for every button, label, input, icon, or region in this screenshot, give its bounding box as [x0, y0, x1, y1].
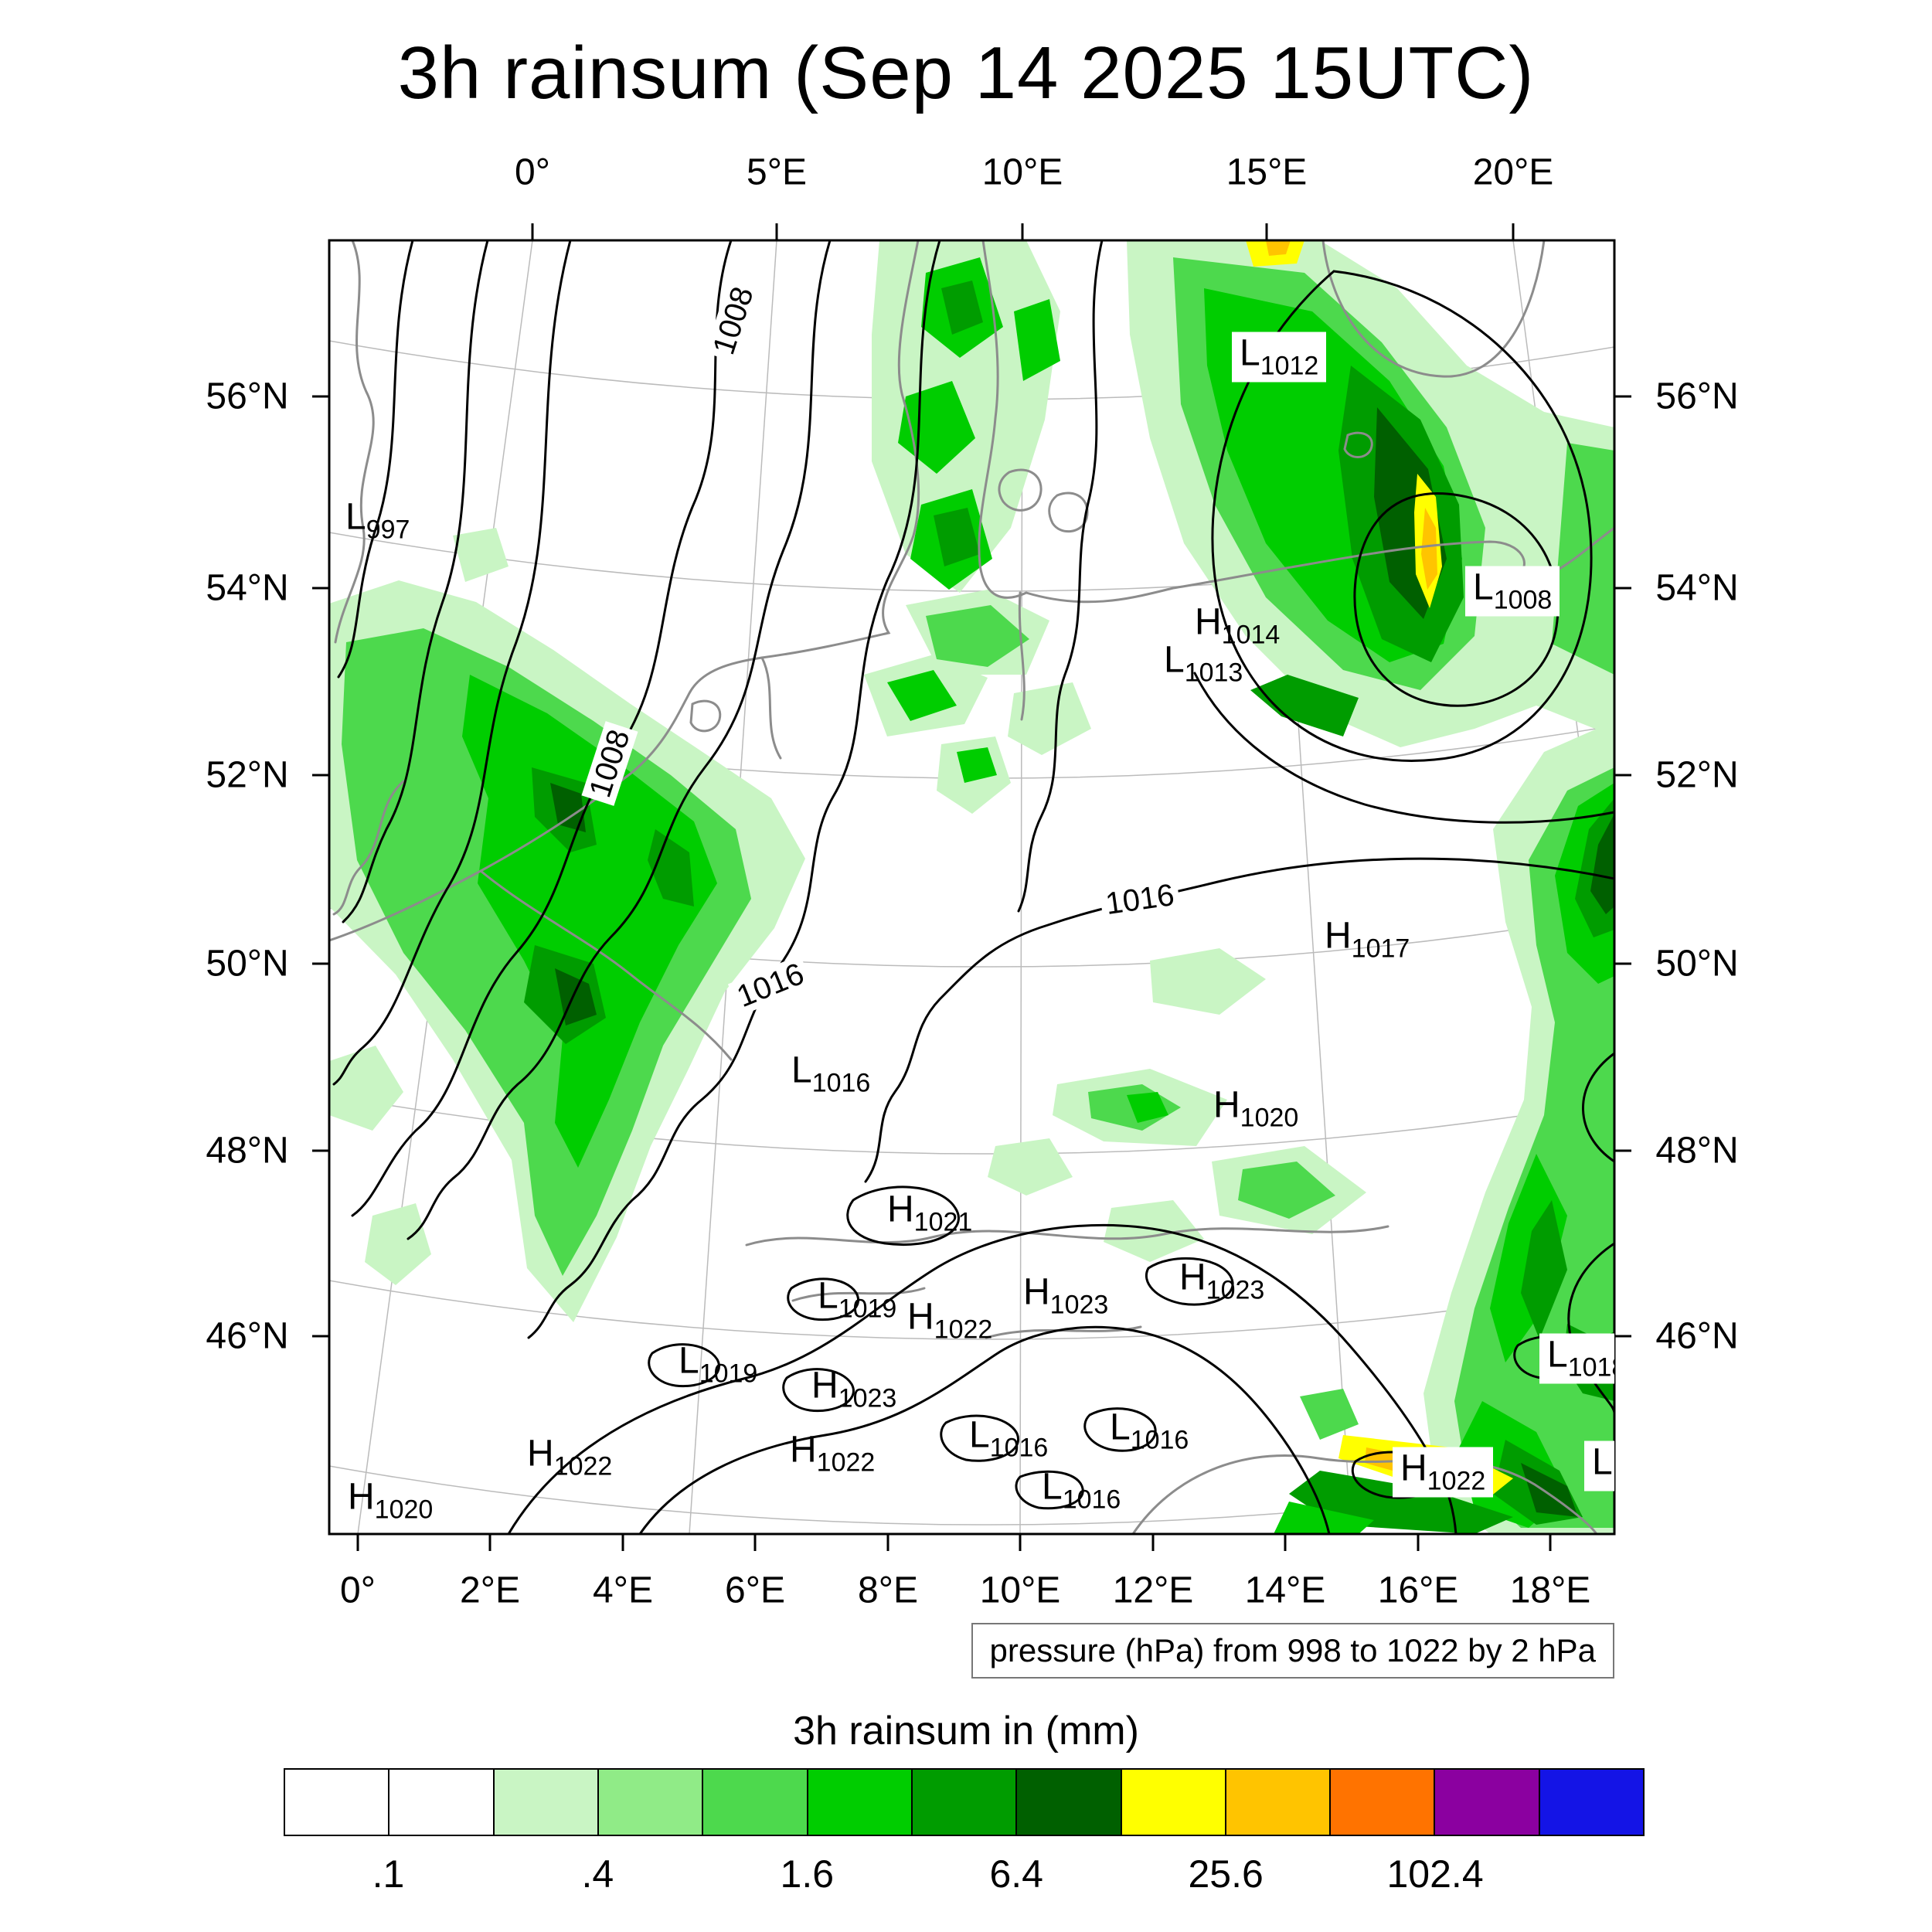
colorbar-cell-6 — [806, 1770, 911, 1835]
rainfall-shading — [329, 240, 1614, 1534]
colorbar-tick-labels: .1 .4 1.6 6.4 25.6 102.4 — [0, 1852, 1932, 1906]
right-axis-label: 56°N — [1655, 376, 1739, 417]
bottom-axis-label: 12°E — [1112, 1570, 1194, 1611]
bottom-axis-label: 18°E — [1509, 1570, 1591, 1611]
left-axis-label: 50°N — [206, 943, 289, 985]
colorbar-cell-13 — [1538, 1770, 1644, 1835]
pressure-label-L1016: L1016 — [1110, 1406, 1189, 1455]
pressure-label-L1016: L1016 — [1584, 1440, 1614, 1492]
right-axis-label: 54°N — [1655, 567, 1739, 609]
pressure-label-L1012: L1012 — [1232, 332, 1327, 383]
colorbar-cell-8 — [1015, 1770, 1121, 1835]
pressure-caption: pressure (hPa) from 998 to 1022 by 2 hPa — [971, 1623, 1614, 1679]
pressure-label-H1020: H1020 — [1213, 1084, 1299, 1133]
left-axis-label: 54°N — [206, 567, 289, 609]
page-title: 3h rainsum (Sep 14 2025 15UTC) — [397, 32, 1535, 114]
colorbar-cell-9 — [1120, 1770, 1225, 1835]
colorbar-cell-1 — [285, 1770, 389, 1835]
map-label-overlay: L997 L1012 H1014 L1013 L1008 H1017 L1016 H1020 H… — [329, 240, 1614, 1534]
left-axis-label: 52°N — [206, 754, 289, 796]
left-axis-label: 56°N — [206, 376, 289, 417]
colorbar-cell-5 — [702, 1770, 807, 1835]
bottom-axis-label: 14°E — [1244, 1570, 1326, 1611]
pressure-label-H1020: H1020 — [348, 1476, 434, 1525]
pressure-label-L1016: L1016 — [969, 1414, 1049, 1463]
pressure-label-L1019: L1019 — [679, 1340, 758, 1389]
top-axis-label: 15°E — [1226, 151, 1308, 193]
pressure-label-H1022: H1022 — [907, 1296, 993, 1345]
pressure-label-L1008: L1008 — [1465, 566, 1560, 617]
pressure-label-H1017: H1017 — [1325, 915, 1410, 964]
colorbar-cell-10 — [1224, 1770, 1330, 1835]
isobar-label-1008: 1008 — [705, 278, 762, 363]
colorbar-cell-4 — [597, 1770, 702, 1835]
colorbar-tick-label: .1 — [372, 1852, 405, 1896]
isobar-label-1008: 1008 — [581, 721, 638, 806]
colorbar-cell-2 — [388, 1770, 493, 1835]
right-axis-label: 48°N — [1655, 1130, 1739, 1172]
pressure-label-H1021: H1021 — [887, 1189, 973, 1237]
pressure-label-H1022: H1022 — [790, 1429, 876, 1478]
pressure-label-L1016: L1016 — [1042, 1466, 1121, 1515]
isobar-label-1016: 1016 — [727, 954, 814, 1016]
colorbar-cell-7 — [910, 1770, 1016, 1835]
pressure-label-H1022: H1022 — [1393, 1447, 1494, 1498]
map-frame — [312, 223, 1631, 1551]
bottom-axis-label: 2°E — [460, 1570, 520, 1611]
colorbar-tick-label: 6.4 — [989, 1852, 1043, 1896]
top-axis-label: 5°E — [747, 151, 807, 193]
colorbar-tick-label: .4 — [581, 1852, 614, 1896]
pressure-label-L1018: L1018 — [1539, 1333, 1614, 1384]
pressure-label-L1016: L1016 — [791, 1049, 871, 1098]
colorbar-tick-label: 1.6 — [780, 1852, 835, 1896]
pressure-label-L1013: L1013 — [1164, 639, 1243, 688]
colorbar-cell-3 — [492, 1770, 597, 1835]
legend-title: 3h rainsum in (mm) — [793, 1709, 1139, 1753]
pressure-label-H1023: H1023 — [1179, 1257, 1265, 1305]
pressure-label-H1014: H1014 — [1195, 601, 1281, 650]
left-axis-label: 48°N — [206, 1130, 289, 1172]
colorbar-tick-label: 25.6 — [1188, 1852, 1264, 1896]
bottom-axis-label: 4°E — [593, 1570, 653, 1611]
bottom-axis-label: 8°E — [858, 1570, 918, 1611]
right-axis-label: 52°N — [1655, 754, 1739, 796]
bottom-axis-label: 10°E — [979, 1570, 1061, 1611]
isobar-label-1016: 1016 — [1098, 877, 1182, 922]
colorbar-cell-12 — [1434, 1770, 1539, 1835]
top-axis-label: 20°E — [1472, 151, 1554, 193]
bottom-axis-label: 6°E — [725, 1570, 785, 1611]
pressure-label-L1019: L1019 — [818, 1275, 897, 1324]
pressure-label-H1023: H1023 — [811, 1365, 897, 1413]
colorbar-tick-label: 102.4 — [1386, 1852, 1484, 1896]
colorbar-cell-11 — [1329, 1770, 1434, 1835]
axis-ticks — [312, 223, 1631, 1551]
pressure-label-L997: L997 — [345, 496, 410, 545]
top-axis-label: 0° — [515, 151, 550, 193]
bottom-axis-label: 0° — [340, 1570, 376, 1611]
bottom-axis-label: 16°E — [1377, 1570, 1459, 1611]
right-axis-label: 50°N — [1655, 943, 1739, 985]
pressure-label-H1023: H1023 — [1023, 1271, 1109, 1320]
pressure-label-H1022: H1022 — [527, 1433, 613, 1481]
right-axis-label: 46°N — [1655, 1315, 1739, 1357]
left-axis-label: 46°N — [206, 1315, 289, 1357]
top-axis-label: 10°E — [981, 151, 1063, 193]
colorbar — [284, 1768, 1645, 1836]
coastlines — [329, 240, 1614, 1534]
